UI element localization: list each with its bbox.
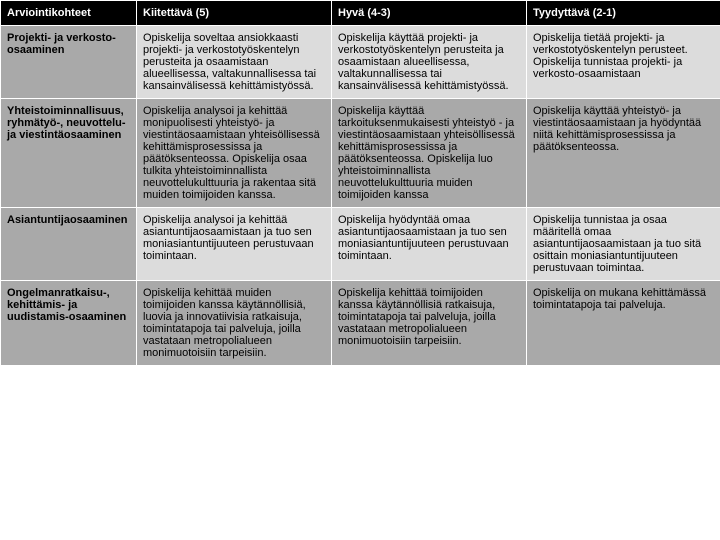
table-row: Asiantuntijaosaaminen Opiskelija analyso… xyxy=(1,208,720,281)
assessment-table: Arviointikohteet Kiitettävä (5) Hyvä (4-… xyxy=(0,0,720,366)
cell-good: Opiskelija käyttää projekti- ja verkosto… xyxy=(332,26,527,99)
cell-good: Opiskelija käyttää tarkoituksenmukaisest… xyxy=(332,99,527,208)
header-row: Arviointikohteet Kiitettävä (5) Hyvä (4-… xyxy=(1,1,720,26)
header-good: Hyvä (4-3) xyxy=(332,1,527,26)
cell-satisfactory: Opiskelija tietää projekti- ja verkostot… xyxy=(527,26,720,99)
cell-good: Opiskelija kehittää toimijoiden kanssa k… xyxy=(332,281,527,366)
cell-excellent: Opiskelija analysoi ja kehittää monipuol… xyxy=(137,99,332,208)
cell-good: Opiskelija hyödyntää omaa asiantuntijaos… xyxy=(332,208,527,281)
cell-satisfactory: Opiskelija on mukana kehittämässä toimin… xyxy=(527,281,720,366)
row-label: Asiantuntijaosaaminen xyxy=(1,208,137,281)
table-row: Yhteistoiminnallisuus, ryhmätyö-, neuvot… xyxy=(1,99,720,208)
row-label: Projekti- ja verkosto-osaaminen xyxy=(1,26,137,99)
table-row: Ongelmanratkaisu-, kehittämis- ja uudist… xyxy=(1,281,720,366)
header-satisfactory: Tyydyttävä (2-1) xyxy=(527,1,720,26)
row-label: Ongelmanratkaisu-, kehittämis- ja uudist… xyxy=(1,281,137,366)
header-criteria: Arviointikohteet xyxy=(1,1,137,26)
row-label: Yhteistoiminnallisuus, ryhmätyö-, neuvot… xyxy=(1,99,137,208)
cell-satisfactory: Opiskelija käyttää yhteistyö- ja viestin… xyxy=(527,99,720,208)
header-excellent: Kiitettävä (5) xyxy=(137,1,332,26)
cell-excellent: Opiskelija analysoi ja kehittää asiantun… xyxy=(137,208,332,281)
cell-satisfactory: Opiskelija tunnistaa ja osaa määritellä … xyxy=(527,208,720,281)
cell-excellent: Opiskelija kehittää muiden toimijoiden k… xyxy=(137,281,332,366)
table-row: Projekti- ja verkosto-osaaminen Opiskeli… xyxy=(1,26,720,99)
cell-excellent: Opiskelija soveltaa ansiokkaasti projekt… xyxy=(137,26,332,99)
